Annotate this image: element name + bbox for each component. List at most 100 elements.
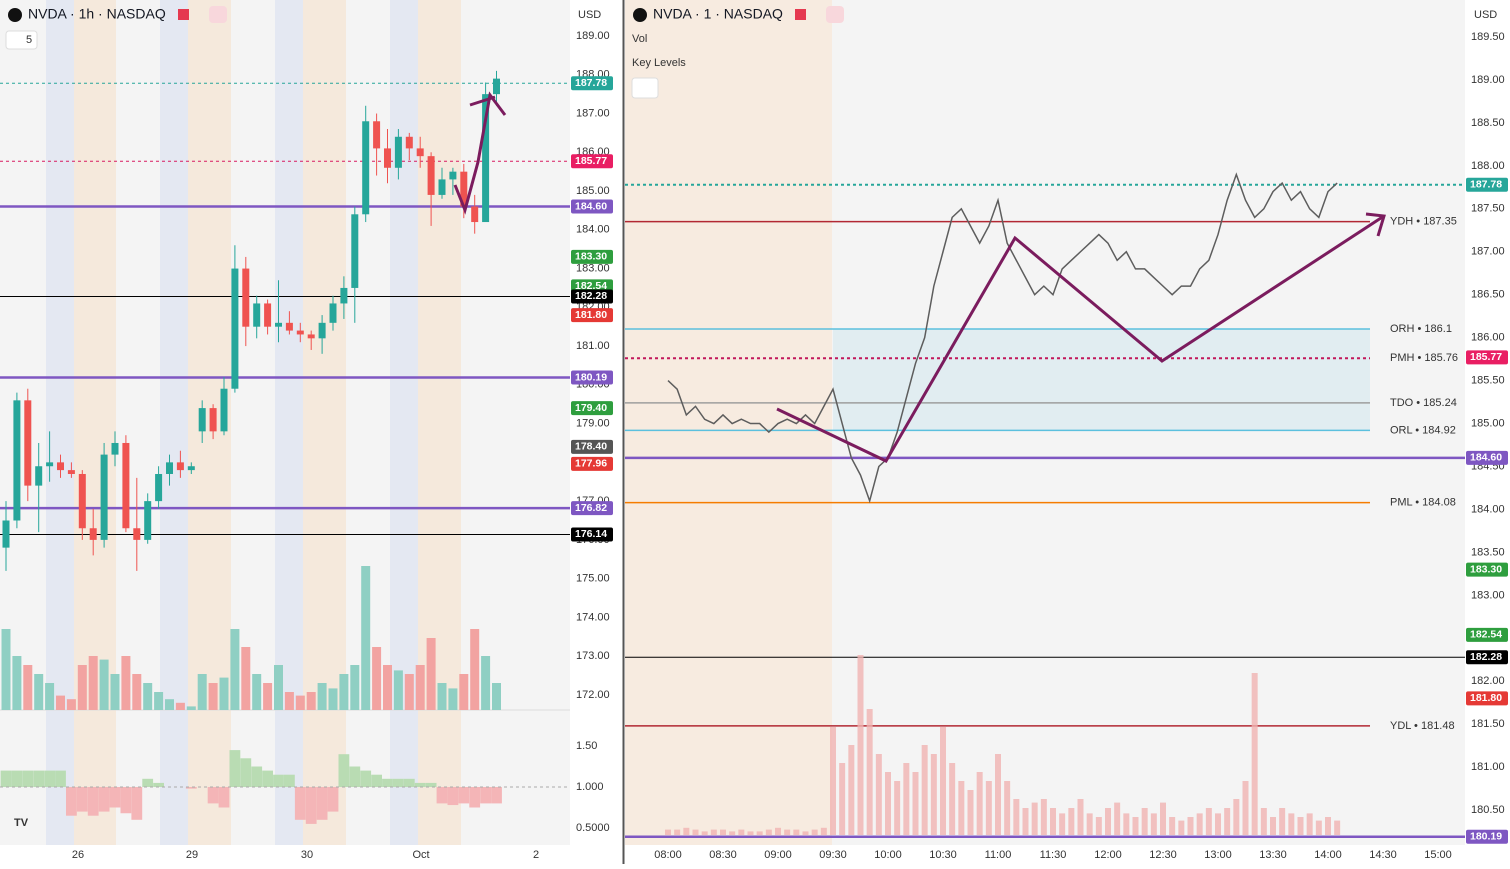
icon[interactable] — [826, 6, 844, 23]
logo — [633, 8, 647, 22]
indicator-bar — [251, 766, 263, 787]
time-axis — [0, 845, 1510, 864]
volume-bar — [1325, 817, 1331, 835]
price-tag-label: 180.19 — [575, 371, 607, 383]
indicator-bar — [480, 787, 491, 804]
indicator-bar — [425, 782, 437, 787]
price-tag-label: 176.82 — [575, 502, 607, 514]
price-tag — [1466, 350, 1508, 365]
currency[interactable]: USD — [578, 9, 601, 21]
indicator-bar — [338, 754, 350, 787]
candle-body — [209, 408, 217, 432]
icon[interactable] — [209, 6, 227, 23]
indicator-tick-label: 1.50 — [576, 740, 597, 752]
volume-bar — [1260, 808, 1267, 835]
premarket-shade — [625, 0, 832, 845]
indicator-tick-label: 0.5000 — [576, 822, 610, 834]
price-tag-label: 185.77 — [1470, 351, 1502, 363]
volume-bar — [729, 831, 736, 835]
volume-bar — [56, 695, 65, 710]
volume-bar — [1205, 808, 1212, 835]
candle-body — [198, 408, 206, 432]
volume-bar — [1022, 808, 1029, 835]
volume-bar — [1105, 808, 1111, 835]
flag[interactable] — [178, 9, 189, 20]
x-tick-label: 14:00 — [1314, 849, 1342, 861]
volume-bar — [811, 829, 818, 835]
candle-body — [187, 466, 195, 471]
indicator-name[interactable]: Vol — [632, 33, 647, 45]
collapse-button[interactable] — [631, 77, 659, 99]
indicator-bar — [240, 758, 252, 787]
volume-bar — [967, 790, 974, 835]
indicator-name[interactable]: Key Levels — [632, 57, 686, 69]
x-tick-label: 14:30 — [1369, 849, 1397, 861]
volume-bar — [1169, 817, 1176, 835]
key-level-label: PMH • 185.76 — [1390, 352, 1458, 364]
indicator-bar — [153, 782, 164, 787]
candle-body — [231, 268, 239, 389]
price-tag-label: 179.40 — [575, 402, 607, 414]
candle-body — [275, 322, 282, 327]
y-tick-label: 187.50 — [1471, 203, 1505, 215]
symbol[interactable]: NVDA · 1 · NASDAQ — [653, 6, 783, 22]
candle-body — [405, 136, 413, 149]
volume-bar — [45, 683, 55, 710]
volume-bar — [88, 656, 98, 710]
left-price-axis — [570, 0, 622, 864]
y-tick-label: 186.00 — [1471, 332, 1505, 344]
currency[interactable]: USD — [1474, 9, 1497, 21]
x-tick-label: 09:30 — [819, 849, 847, 861]
x-tick-label: 12:30 — [1149, 849, 1177, 861]
volume-bar — [361, 566, 371, 710]
volume-bar — [492, 683, 501, 710]
volume-bar — [383, 665, 392, 710]
candle-body — [166, 462, 173, 474]
indicator-bar — [44, 770, 55, 787]
indicator-bar — [0, 770, 12, 787]
volume-bar — [306, 692, 316, 710]
volume-bar — [921, 745, 928, 835]
volume-bar — [701, 831, 708, 835]
y-tick-label: 181.00 — [1471, 761, 1505, 773]
volume-bar — [295, 695, 305, 710]
volume-bar — [1077, 799, 1084, 835]
volume-bar — [77, 665, 87, 710]
indicator-bar — [22, 770, 34, 787]
volume-bar — [1160, 802, 1166, 835]
session-band — [418, 0, 461, 845]
volume-bar — [756, 831, 763, 835]
key-level-label: ORL • 184.92 — [1390, 424, 1456, 436]
session-band — [160, 0, 188, 845]
symbol[interactable]: NVDA · 1h · NASDAQ — [28, 6, 166, 22]
y-tick-label: 186.50 — [1471, 289, 1505, 301]
candle-body — [351, 214, 359, 288]
volume-bar — [683, 827, 690, 835]
y-tick-label: 181.50 — [1471, 718, 1505, 730]
volume-bar — [747, 831, 754, 835]
x-tick-label: 30 — [301, 849, 313, 861]
volume-bar — [481, 656, 491, 710]
volume-bar — [165, 699, 174, 710]
volume-bar — [415, 665, 425, 710]
indicator-bar — [87, 787, 99, 816]
indicator-bar — [273, 774, 284, 787]
candle-body — [57, 462, 64, 471]
volume-bar — [802, 831, 809, 835]
volume-bar — [674, 829, 681, 835]
y-tick-label: 172.00 — [576, 689, 610, 701]
price-tag — [571, 154, 613, 169]
x-tick-label: 08:00 — [654, 849, 682, 861]
volume-bar — [459, 674, 469, 710]
volume-bar — [328, 688, 338, 710]
x-tick-label: 26 — [72, 849, 84, 861]
y-tick-label: 175.00 — [576, 573, 610, 585]
indicator-bar — [207, 787, 219, 804]
flag[interactable] — [795, 9, 806, 20]
collapse-button[interactable] — [5, 30, 38, 50]
volume-bar — [857, 655, 864, 835]
indicator-bar — [66, 787, 77, 816]
volume-bar — [219, 677, 229, 710]
volume-bar — [186, 706, 196, 710]
